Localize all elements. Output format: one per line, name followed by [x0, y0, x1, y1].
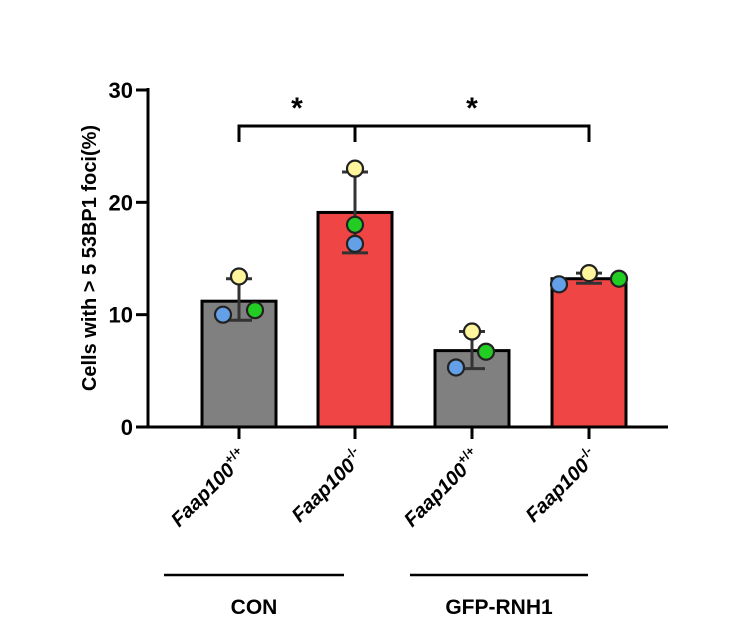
x-tick-label-2: Faap100-/-	[285, 443, 369, 527]
data-point	[549, 275, 569, 294]
data-point	[476, 342, 496, 361]
data-point	[446, 358, 466, 377]
x-tick-label-3: Faap100+/+	[397, 443, 486, 532]
y-tick-label: 0	[121, 415, 133, 440]
significance-star-2: *	[466, 92, 478, 125]
genotype-name: Faap100	[288, 455, 360, 527]
data-point	[245, 301, 265, 320]
x-tick-label-1: Faap100+/+	[164, 443, 253, 532]
x-tick-label-4: Faap100-/-	[519, 443, 603, 527]
data-point	[579, 264, 599, 283]
significance-bracket-1	[237, 124, 357, 142]
bar-1	[200, 299, 278, 429]
data-point	[213, 305, 233, 324]
data-point	[345, 215, 365, 234]
y-tick-label: 10	[109, 303, 133, 328]
group-label-1: CON	[231, 596, 278, 619]
data-point	[462, 322, 482, 341]
data-point	[609, 269, 629, 288]
group-label-2: GFP-RNH1	[445, 596, 553, 619]
y-tick-label: 20	[109, 190, 133, 215]
genotype-name: Faap100	[522, 455, 594, 527]
y-axis-label: Cells with > 5 53BP1 foci(%)	[79, 125, 101, 391]
significance-star-1: *	[291, 92, 303, 125]
y-tick-label: 30	[109, 78, 133, 103]
y-axis-label-group: Cells with > 5 53BP1 foci(%)	[79, 125, 101, 391]
data-point	[345, 234, 365, 253]
data-point	[345, 159, 365, 178]
bar-4	[550, 277, 628, 429]
genotype-name: Faap100	[400, 459, 472, 531]
significance-bracket-2	[353, 124, 591, 142]
data-point	[229, 267, 249, 286]
genotype-name: Faap100	[167, 459, 239, 531]
